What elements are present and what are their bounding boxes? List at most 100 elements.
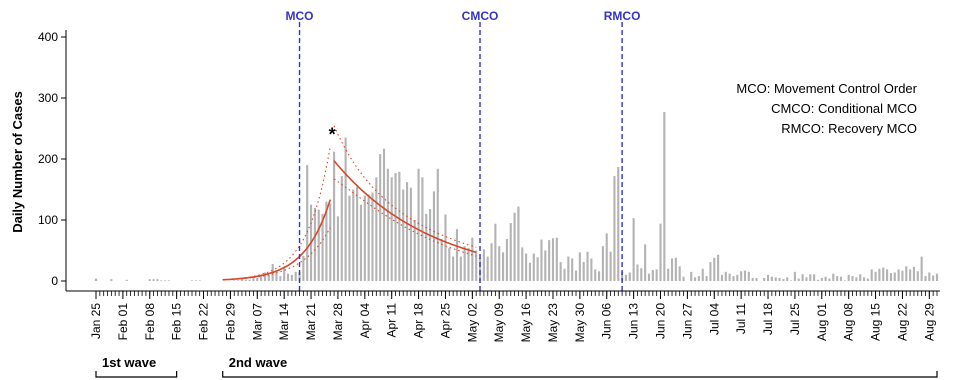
bar bbox=[244, 279, 247, 281]
bar bbox=[367, 194, 370, 281]
bar bbox=[594, 269, 597, 281]
bar bbox=[640, 268, 643, 281]
annotation-asterisk: * bbox=[329, 125, 336, 145]
x-tick-label: Jun 13 bbox=[627, 303, 641, 339]
bar bbox=[275, 271, 278, 281]
bar bbox=[751, 277, 754, 281]
x-tick-label: Aug 22 bbox=[895, 303, 909, 341]
bar bbox=[379, 154, 382, 281]
bar bbox=[632, 218, 635, 281]
bar bbox=[125, 279, 128, 281]
bar bbox=[94, 278, 98, 281]
bar bbox=[521, 247, 524, 281]
bar bbox=[797, 278, 800, 281]
bar bbox=[755, 277, 758, 281]
bar bbox=[436, 168, 439, 281]
decay-fit-line bbox=[333, 160, 477, 254]
bar bbox=[628, 272, 631, 281]
bar bbox=[440, 238, 443, 281]
bar bbox=[240, 279, 243, 281]
x-tick-label: Feb 01 bbox=[116, 303, 130, 341]
bar bbox=[571, 258, 574, 281]
bar bbox=[382, 148, 386, 281]
bar bbox=[636, 264, 639, 281]
bar bbox=[774, 277, 777, 281]
bar bbox=[674, 257, 677, 281]
bar bbox=[613, 176, 616, 281]
decay-fit-lower bbox=[333, 178, 477, 257]
bar bbox=[801, 274, 804, 281]
bar bbox=[590, 258, 593, 281]
bar bbox=[598, 271, 601, 281]
bar bbox=[866, 278, 869, 281]
bar bbox=[778, 277, 781, 281]
bar bbox=[528, 262, 531, 281]
bar bbox=[502, 252, 505, 281]
x-tick-label: Jul 04 bbox=[707, 303, 721, 335]
bar bbox=[283, 266, 286, 281]
bar bbox=[651, 270, 654, 281]
bar bbox=[386, 168, 389, 281]
bar bbox=[490, 243, 493, 281]
bar bbox=[302, 255, 305, 281]
bar bbox=[459, 256, 462, 281]
bar bbox=[432, 191, 435, 281]
bar bbox=[909, 269, 912, 281]
bar bbox=[732, 276, 735, 281]
x-tick-label: Feb 15 bbox=[170, 303, 184, 341]
bar bbox=[551, 238, 555, 281]
bar bbox=[882, 267, 885, 281]
bar bbox=[886, 269, 889, 281]
bar bbox=[624, 274, 628, 281]
bar bbox=[260, 276, 263, 281]
bar bbox=[359, 204, 363, 281]
wave-bracket bbox=[222, 371, 938, 378]
x-tick-label: Feb 22 bbox=[197, 303, 211, 341]
bar bbox=[670, 258, 674, 281]
bar bbox=[363, 195, 366, 281]
legend-entry: MCO: Movement Control Order bbox=[736, 81, 917, 96]
bar bbox=[405, 182, 409, 281]
bar bbox=[298, 271, 301, 281]
bar bbox=[306, 165, 309, 281]
bar bbox=[920, 256, 923, 281]
bar bbox=[356, 186, 359, 281]
bar bbox=[467, 248, 470, 281]
bar bbox=[578, 252, 581, 281]
bar bbox=[932, 275, 935, 281]
bar bbox=[740, 271, 743, 281]
bar bbox=[655, 269, 658, 281]
y-tick-label: 0 bbox=[51, 274, 58, 288]
bar bbox=[855, 277, 858, 281]
y-axis-label: Daily Number of Cases bbox=[10, 91, 25, 233]
bar bbox=[839, 276, 843, 281]
bar bbox=[701, 268, 704, 281]
bar bbox=[455, 229, 459, 281]
growth-fit-lower bbox=[222, 227, 331, 281]
bar bbox=[517, 206, 520, 281]
bar bbox=[621, 271, 624, 281]
bar bbox=[325, 201, 328, 281]
bar bbox=[536, 257, 539, 281]
x-tick-label: Apr 11 bbox=[385, 303, 399, 338]
bar bbox=[409, 187, 412, 281]
x-tick-label: Mar 07 bbox=[250, 303, 264, 341]
bar bbox=[820, 277, 823, 281]
bar bbox=[198, 280, 201, 281]
bar bbox=[766, 274, 770, 281]
bar bbox=[194, 280, 197, 281]
bar bbox=[540, 239, 543, 281]
bar bbox=[743, 270, 747, 281]
x-tick-label: Jun 27 bbox=[680, 303, 694, 339]
bar bbox=[333, 151, 336, 281]
bar bbox=[786, 277, 789, 281]
bar bbox=[736, 274, 739, 281]
y-tick-label: 400 bbox=[38, 30, 58, 44]
bar bbox=[847, 274, 850, 281]
bar bbox=[463, 246, 466, 281]
bar bbox=[313, 207, 316, 281]
bar bbox=[878, 268, 881, 281]
bar bbox=[160, 280, 163, 281]
bar bbox=[728, 273, 731, 281]
bar bbox=[694, 277, 697, 281]
